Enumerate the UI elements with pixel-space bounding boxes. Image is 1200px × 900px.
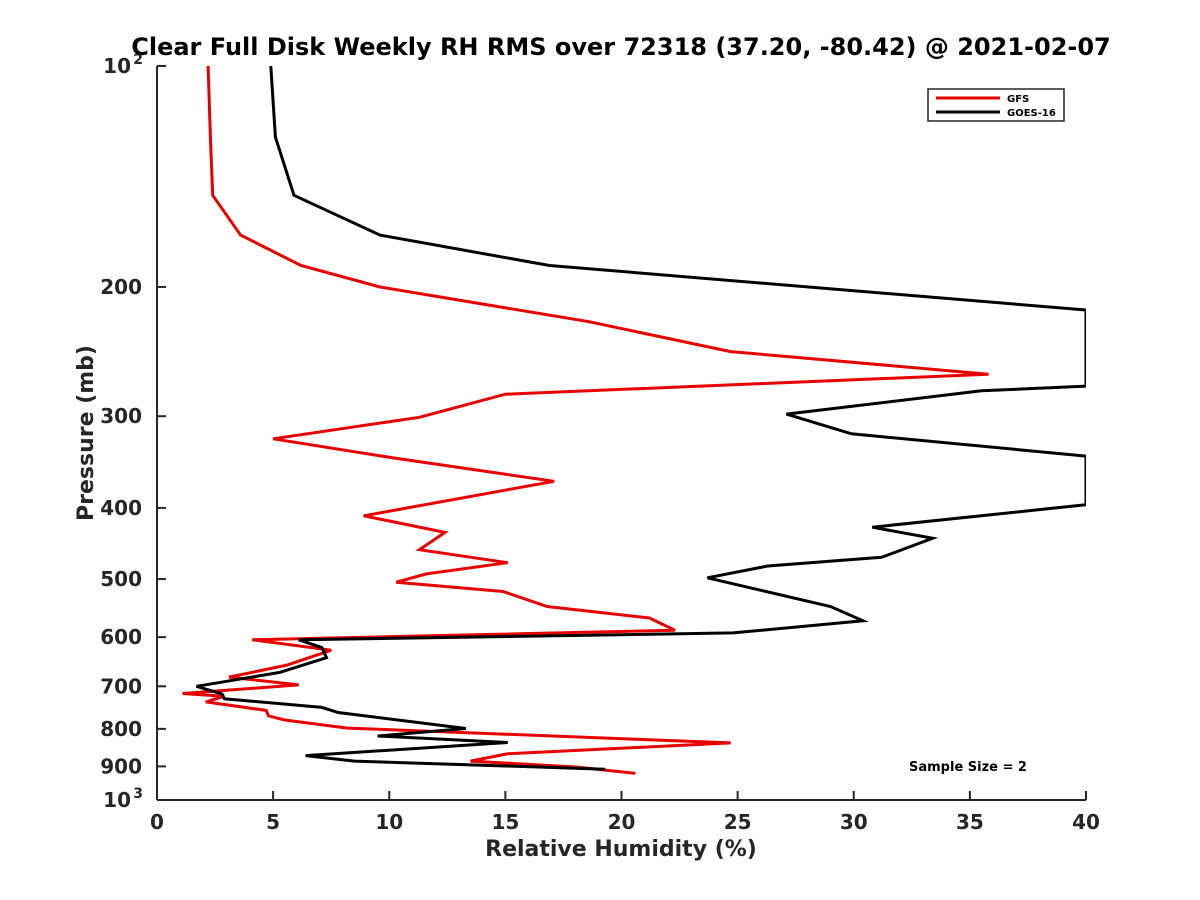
legend: GFS GOES-16: [927, 88, 1065, 122]
y-tick-label: 900: [100, 754, 142, 778]
y-tick-exponent: 2: [133, 52, 143, 68]
x-tick-label: 20: [608, 810, 636, 834]
y-axis-label: Pressure (mb): [74, 345, 99, 521]
legend-label: GFS: [1007, 94, 1029, 105]
y-tick-exponent: 3: [133, 786, 143, 802]
legend-label: GOES-16: [1007, 108, 1056, 119]
x-tick-label: 25: [724, 810, 752, 834]
y-tick-label: 600: [100, 625, 142, 649]
x-axis-label: Relative Humidity (%): [485, 837, 757, 862]
y-tick-label: 300: [100, 404, 142, 428]
y-tick-label-power: 10: [103, 54, 131, 78]
x-tick-label: 40: [1072, 810, 1100, 834]
plot-background: [157, 66, 1086, 800]
x-tick-label: 5: [266, 810, 280, 834]
series-line-goes-16: [196, 66, 1086, 771]
x-tick-label: 0: [150, 810, 164, 834]
x-tick-label: 30: [840, 810, 868, 834]
series-line-gfs: [182, 66, 989, 775]
sample-size-annotation: Sample Size = 2: [909, 760, 1027, 775]
chart-title: Clear Full Disk Weekly RH RMS over 72318…: [131, 33, 1111, 61]
plot-area: 0 5 10 15 20 25 30 35 40 200 300 400 500 600 700 800 900…: [100, 52, 1100, 834]
axes-layer: 0 5 10 15 20 25 30 35 40 200 300 400 500 600 700 800 900…: [100, 52, 1100, 834]
x-tick-label: 35: [956, 810, 984, 834]
y-tick-label: 200: [100, 275, 142, 299]
y-tick-label-power: 10: [103, 788, 131, 812]
x-tick-label: 10: [375, 810, 403, 834]
legend-box: [927, 88, 1065, 122]
y-tick-label: 500: [100, 567, 142, 591]
y-tick-label: 400: [100, 496, 142, 520]
x-tick-label: 15: [491, 810, 519, 834]
y-tick-label: 700: [100, 674, 142, 698]
series-layer: [182, 66, 1086, 775]
y-tick-label: 800: [100, 717, 142, 741]
